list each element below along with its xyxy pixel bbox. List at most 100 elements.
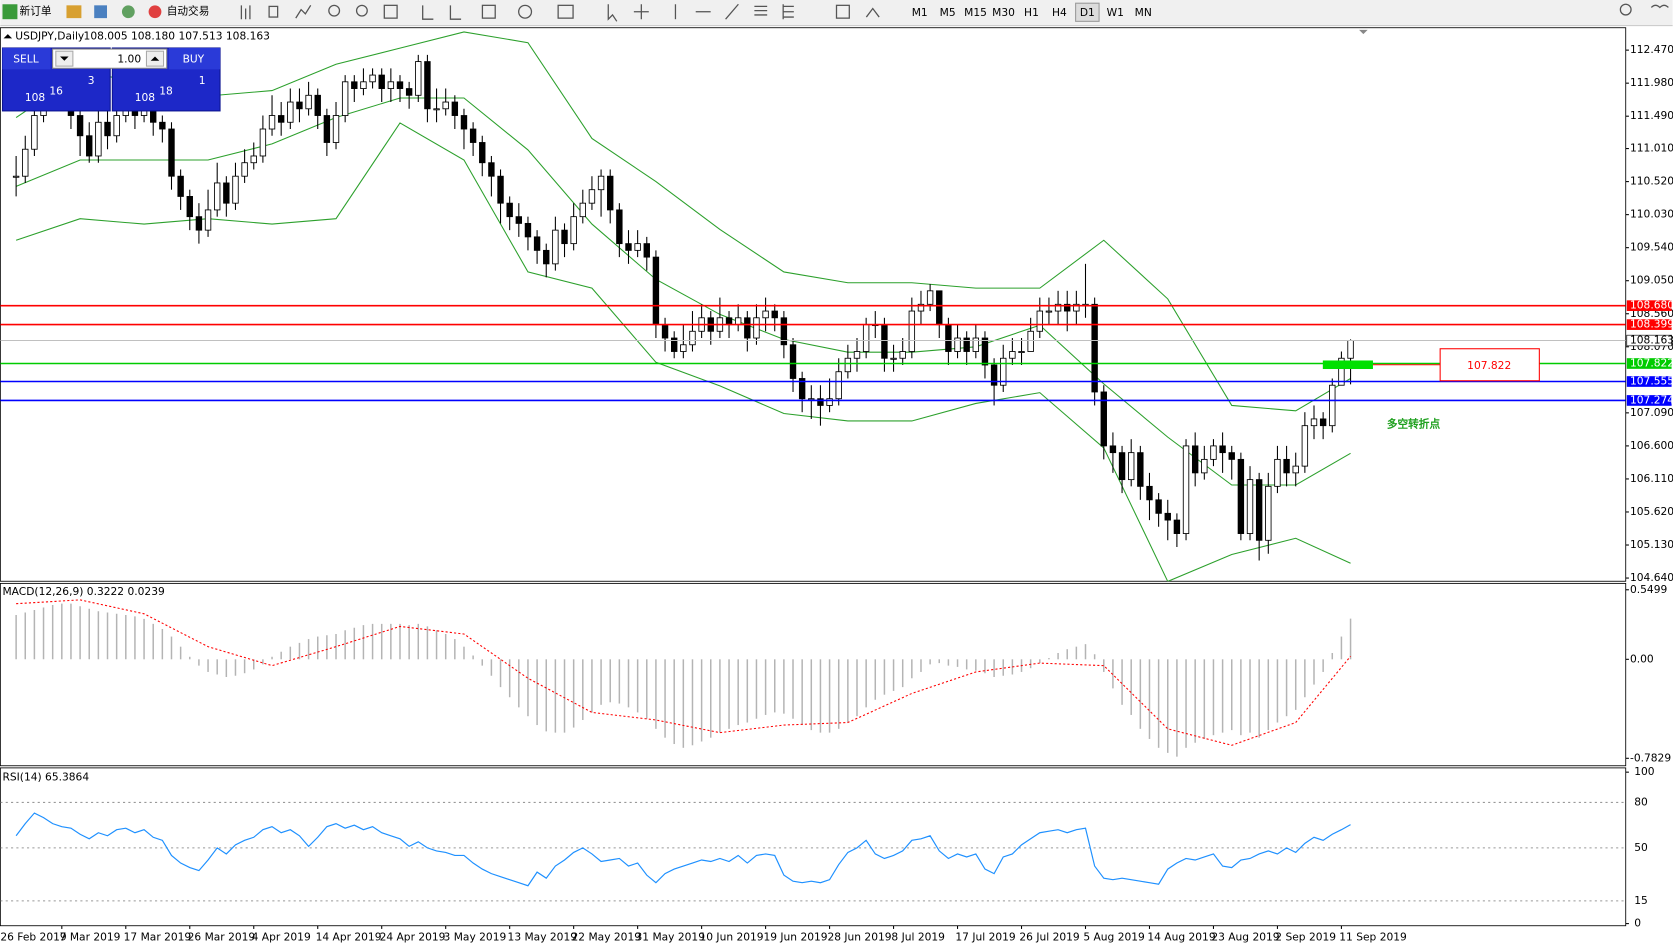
candle-body xyxy=(369,74,376,83)
tool-icon[interactable] xyxy=(607,4,618,22)
candle-body xyxy=(287,101,294,123)
candle-body xyxy=(433,108,440,111)
tool-icon[interactable] xyxy=(355,4,368,17)
y-tick-label: 105.620 xyxy=(1630,505,1673,518)
candle-body xyxy=(1164,512,1171,521)
candle-body xyxy=(899,351,906,359)
buy-label[interactable]: BUY xyxy=(183,53,205,66)
candle-body xyxy=(1000,357,1007,386)
candle-body xyxy=(1091,303,1098,393)
tool-icon[interactable] xyxy=(481,4,496,19)
y-tick-label: 110.030 xyxy=(1630,208,1673,221)
timeframe-button[interactable]: MN xyxy=(1135,6,1152,19)
sell-button[interactable] xyxy=(2,47,51,70)
candle-body xyxy=(424,61,431,110)
candle-body xyxy=(1054,303,1062,312)
new-order-button[interactable]: 新订单 xyxy=(2,4,52,20)
candle-body xyxy=(488,162,495,177)
x-tick-label: 14 Aug 2019 xyxy=(1147,930,1215,943)
tool-icon[interactable] xyxy=(268,5,279,18)
candle-body xyxy=(990,364,998,386)
candle-body xyxy=(890,357,897,360)
search-icon[interactable] xyxy=(1619,3,1632,16)
price-level-tag xyxy=(1626,395,1672,406)
tool-icon[interactable] xyxy=(518,4,533,19)
auto-trading-button[interactable]: 自动交易 xyxy=(148,5,210,19)
y-tick-label: 106.110 xyxy=(1630,472,1673,485)
candle-body xyxy=(908,310,916,352)
price-level-tag xyxy=(1626,319,1672,330)
candle-body xyxy=(460,115,468,130)
chart-title: USDJPY,Daily xyxy=(15,29,84,42)
tool-icon[interactable] xyxy=(557,4,574,19)
tool-icon[interactable] xyxy=(725,3,739,20)
candle-body xyxy=(524,222,532,238)
timeframe-button[interactable]: M1 xyxy=(912,6,928,19)
candle-body xyxy=(1128,452,1135,481)
candle-body xyxy=(195,216,203,231)
timeframe-button[interactable]: H4 xyxy=(1052,6,1067,19)
candle-body xyxy=(680,344,687,352)
lots-value[interactable]: 1.00 xyxy=(117,53,141,66)
price-callout-label: 107.822 xyxy=(1467,359,1511,372)
timeframe-button[interactable]: W1 xyxy=(1107,6,1124,19)
candle-body xyxy=(552,229,559,265)
timeframe-button[interactable]: M30 xyxy=(992,6,1015,19)
bid-frac: 3 xyxy=(88,74,95,87)
timeframe-button[interactable]: M15 xyxy=(964,6,987,19)
lots-field[interactable] xyxy=(52,48,168,69)
chat-icon[interactable] xyxy=(1650,4,1669,9)
main-chart-panel xyxy=(0,27,1627,582)
plot-layer: 112.470 111.980 111.490 111.010 110.520 110.0… xyxy=(0,31,1673,943)
buy-button[interactable] xyxy=(168,47,221,70)
candle-body xyxy=(177,175,184,197)
price-level-label: 107.822 xyxy=(1630,357,1673,370)
candle-body xyxy=(780,317,788,346)
timeframe-button[interactable]: D1 xyxy=(1080,6,1095,19)
candle-body xyxy=(268,115,276,130)
candle-body xyxy=(1191,445,1199,474)
macd-panel xyxy=(0,582,1627,767)
candle-body xyxy=(1329,384,1336,427)
timeframe-button[interactable]: M5 xyxy=(940,6,956,19)
tool-icon[interactable] xyxy=(754,5,768,16)
tool-icon[interactable] xyxy=(633,4,649,20)
tool-icon[interactable] xyxy=(383,4,398,19)
tool-icon[interactable] xyxy=(865,7,880,18)
tool-icon[interactable] xyxy=(66,5,82,19)
candle-body xyxy=(1255,479,1263,541)
timeframe-button[interactable]: H1 xyxy=(1024,6,1039,19)
chart-shift-marker xyxy=(1359,29,1368,35)
tool-icon[interactable] xyxy=(835,4,850,19)
candle-body xyxy=(1274,458,1281,487)
y-tick-label: 110.520 xyxy=(1630,175,1673,188)
y-tick-label: 15 xyxy=(1634,894,1648,907)
tool-icon[interactable] xyxy=(94,5,108,19)
x-tick-label: 11 Sep 2019 xyxy=(1339,930,1407,943)
tool-icon[interactable] xyxy=(422,5,434,20)
tool-icon[interactable] xyxy=(449,5,462,20)
tool-icon[interactable] xyxy=(295,4,312,19)
candle-body xyxy=(616,209,623,245)
y-tick-label: 111.010 xyxy=(1630,142,1673,155)
sell-label[interactable]: SELL xyxy=(13,53,38,66)
symbol-marker xyxy=(3,34,13,39)
macd-signal xyxy=(16,599,1351,746)
candle-body xyxy=(1146,485,1153,501)
new-order-label[interactable]: 新订单 xyxy=(20,5,52,18)
tool-icon[interactable] xyxy=(121,5,135,19)
candle-body xyxy=(314,94,321,116)
candle-body xyxy=(1237,458,1245,534)
candle-body xyxy=(223,182,230,204)
auto-trading-label[interactable]: 自动交易 xyxy=(167,5,210,18)
candle-body xyxy=(561,229,568,245)
candle-body xyxy=(588,189,596,204)
tool-icon[interactable] xyxy=(328,4,341,17)
price-level-tag xyxy=(1626,358,1672,369)
candle-body xyxy=(469,128,477,143)
tool-icon[interactable] xyxy=(782,4,794,20)
candle-body xyxy=(643,243,650,258)
candle-body xyxy=(862,324,870,352)
tool-icon[interactable] xyxy=(240,5,251,20)
